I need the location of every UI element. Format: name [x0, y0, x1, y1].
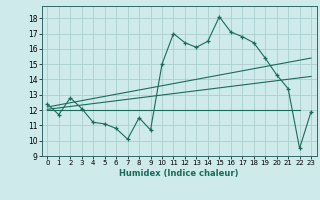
X-axis label: Humidex (Indice chaleur): Humidex (Indice chaleur)	[119, 169, 239, 178]
